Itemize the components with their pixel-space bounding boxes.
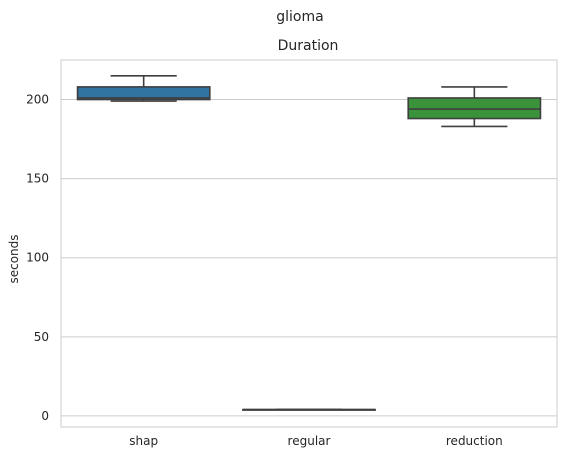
box-plots: [76, 75, 542, 411]
y-tick-label: 200: [26, 93, 49, 107]
box-reduction: [407, 86, 542, 128]
box-body: [76, 86, 211, 101]
x-tick-label: shap: [129, 434, 158, 448]
y-axis-label: seconds: [7, 234, 21, 283]
chart-suptitle: glioma: [276, 9, 323, 25]
y-tick-label: 50: [34, 330, 49, 344]
x-tick-label: regular: [288, 434, 331, 448]
chart-title: Duration: [278, 38, 339, 54]
box-regular: [242, 408, 376, 411]
y-tick-labels: 0 50 100 150 200: [26, 93, 49, 423]
x-tick-label: reduction: [446, 434, 503, 448]
y-tick-label: 100: [26, 251, 49, 265]
y-tick-label: 150: [26, 172, 49, 186]
y-tick-label: 0: [41, 409, 49, 423]
x-tick-labels: shap regular reduction: [129, 434, 503, 448]
box-shap: [76, 75, 211, 102]
